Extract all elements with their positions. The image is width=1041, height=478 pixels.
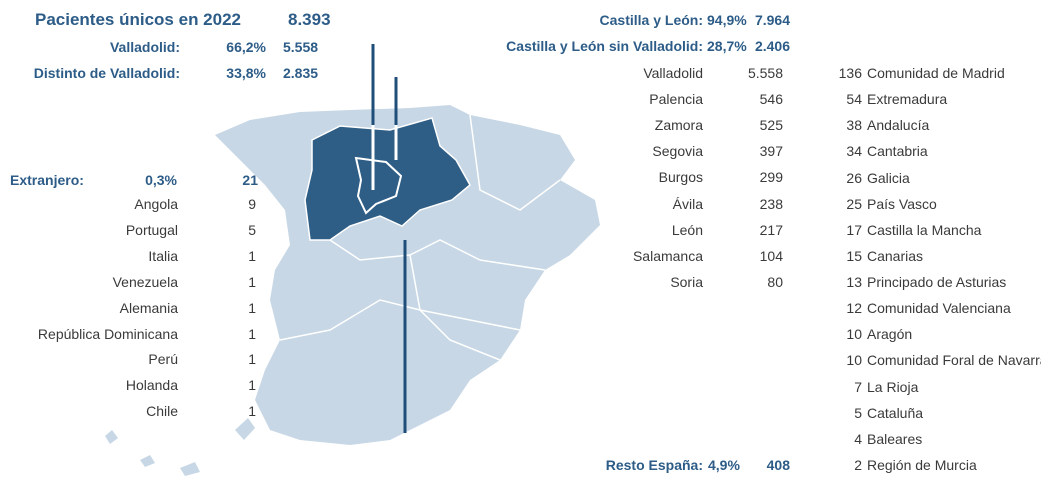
province-name: Salamanca <box>632 247 703 264</box>
rest-percent: 4,9% <box>708 457 740 473</box>
region-name: Comunidad Valenciana <box>867 300 1011 317</box>
country-count: 1 <box>248 325 256 342</box>
country-name: Italia <box>148 247 178 264</box>
islands <box>105 418 255 476</box>
cyl-count: 2.406 <box>754 38 790 54</box>
country-name: Holanda <box>125 377 178 394</box>
region-name: La Rioja <box>867 378 919 395</box>
province-name: Burgos <box>658 169 703 186</box>
province-count: 238 <box>759 195 783 212</box>
region-count: 2 <box>854 456 862 473</box>
province-count: 525 <box>759 117 783 134</box>
region-count: 25 <box>846 195 862 212</box>
title: Pacientes únicos en 2022 <box>35 10 241 29</box>
province-name: León <box>671 221 703 238</box>
row-count: 5.558 <box>283 39 319 55</box>
province-count: 5.558 <box>747 65 783 81</box>
province-count: 299 <box>759 169 783 186</box>
region-name: Galicia <box>867 169 910 186</box>
region-count: 136 <box>838 65 862 81</box>
country-count: 1 <box>248 273 256 290</box>
foreign-percent: 0,3% <box>145 172 177 188</box>
region-count: 4 <box>854 430 862 447</box>
cyl-label: Castilla y León sin Valladolid: <box>506 38 703 54</box>
country-name: Alemania <box>119 299 178 316</box>
region-count: 7 <box>854 378 862 395</box>
country-count: 5 <box>248 221 256 238</box>
region-name: Principado de Asturias <box>867 274 1007 291</box>
country-count: 1 <box>248 403 256 420</box>
borders <box>279 114 561 361</box>
province-name: Zamora <box>654 117 703 134</box>
region-count: 34 <box>846 143 862 160</box>
country-name: Portugal <box>125 221 178 238</box>
row-count: 2.835 <box>283 65 319 81</box>
province-name: Soria <box>670 273 703 290</box>
row-label: Valladolid: <box>109 39 180 55</box>
country-count: 1 <box>248 299 256 316</box>
region-count: 12 <box>846 300 862 317</box>
region-count: 15 <box>846 247 862 264</box>
province-count: 397 <box>759 143 783 160</box>
valladolid <box>354 156 403 215</box>
row-percent: 66,2% <box>226 39 266 55</box>
country-name: Chile <box>146 403 178 420</box>
country-name: Venezuela <box>112 273 178 290</box>
rest-count: 408 <box>766 457 790 473</box>
country-count: 1 <box>248 377 256 394</box>
region-name: Baleares <box>867 430 923 447</box>
region-count: 26 <box>846 169 862 186</box>
country-name: República Dominicana <box>37 325 178 342</box>
cyl-percent: 94,9% <box>707 12 747 28</box>
row-percent: 33,8% <box>226 65 266 81</box>
region-name: Comunidad Foral de Navarra <box>867 352 1041 369</box>
country-name: Angola <box>134 196 178 212</box>
foreign-count: 21 <box>242 172 258 188</box>
region-name: Andalucía <box>867 117 930 134</box>
region-count: 13 <box>846 274 862 291</box>
region-name: Cantabria <box>867 143 928 160</box>
region-name: Extremadura <box>867 91 948 108</box>
cyl-count: 7.964 <box>754 12 790 28</box>
province-name: Valladolid <box>643 65 703 81</box>
region-name: Aragón <box>867 326 913 343</box>
region-count: 54 <box>846 91 862 108</box>
region-name: Comunidad de Madrid <box>867 65 1005 81</box>
total: 8.393 <box>288 10 331 29</box>
rest-label: Resto España: <box>605 457 703 473</box>
province-count: 217 <box>759 221 783 238</box>
region-name: Cataluña <box>867 404 924 421</box>
leader-lines <box>371 44 407 433</box>
province-name: Ávila <box>672 195 703 212</box>
cyl-percent: 28,7% <box>707 38 747 54</box>
region-name: Región de Murcia <box>867 456 977 473</box>
region-count: 38 <box>846 117 862 134</box>
cyl-label: Castilla y León: <box>599 12 703 28</box>
country-count: 1 <box>248 247 256 264</box>
region-count: 10 <box>846 326 862 343</box>
foreign-label: Extranjero: <box>10 172 84 188</box>
country-count: 1 <box>248 351 256 368</box>
region-count: 17 <box>846 221 862 238</box>
region-count: 10 <box>846 352 862 369</box>
region-name: Canarias <box>867 247 924 264</box>
province-count: 546 <box>759 91 783 108</box>
country-count: 9 <box>248 196 256 212</box>
province-count: 104 <box>759 247 783 264</box>
province-name: Palencia <box>649 91 703 108</box>
region-name: Castilla la Mancha <box>867 221 982 238</box>
country-name: Perú <box>148 351 178 368</box>
province-count: 80 <box>767 273 783 290</box>
region-name: País Vasco <box>867 195 937 212</box>
region-count: 5 <box>854 404 862 421</box>
row-label: Distinto de Valladolid: <box>33 65 180 81</box>
province-name: Segovia <box>652 143 703 160</box>
